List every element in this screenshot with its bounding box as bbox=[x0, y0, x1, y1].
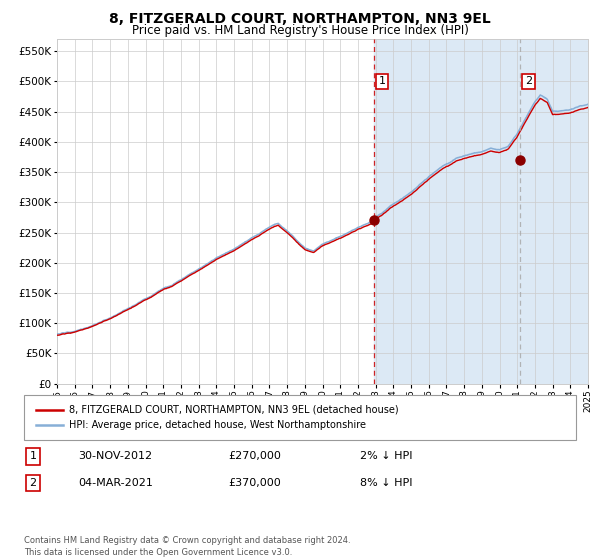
Text: 2% ↓ HPI: 2% ↓ HPI bbox=[360, 451, 413, 461]
Text: 2: 2 bbox=[524, 77, 532, 86]
Text: 1: 1 bbox=[379, 77, 386, 86]
Text: 1: 1 bbox=[29, 451, 37, 461]
Text: £270,000: £270,000 bbox=[228, 451, 281, 461]
Text: 8, FITZGERALD COURT, NORTHAMPTON, NN3 9EL (detached house): 8, FITZGERALD COURT, NORTHAMPTON, NN3 9E… bbox=[69, 404, 398, 414]
Bar bbox=[374, 39, 588, 384]
Text: 8, FITZGERALD COURT, NORTHAMPTON, NN3 9EL: 8, FITZGERALD COURT, NORTHAMPTON, NN3 9E… bbox=[109, 12, 491, 26]
Text: Contains HM Land Registry data © Crown copyright and database right 2024.
This d: Contains HM Land Registry data © Crown c… bbox=[24, 536, 350, 557]
Text: 8% ↓ HPI: 8% ↓ HPI bbox=[360, 478, 413, 488]
Text: 30-NOV-2012: 30-NOV-2012 bbox=[78, 451, 152, 461]
Text: 04-MAR-2021: 04-MAR-2021 bbox=[78, 478, 153, 488]
Text: 2: 2 bbox=[29, 478, 37, 488]
Text: HPI: Average price, detached house, West Northamptonshire: HPI: Average price, detached house, West… bbox=[69, 420, 366, 430]
Text: £370,000: £370,000 bbox=[228, 478, 281, 488]
Text: Price paid vs. HM Land Registry's House Price Index (HPI): Price paid vs. HM Land Registry's House … bbox=[131, 24, 469, 37]
